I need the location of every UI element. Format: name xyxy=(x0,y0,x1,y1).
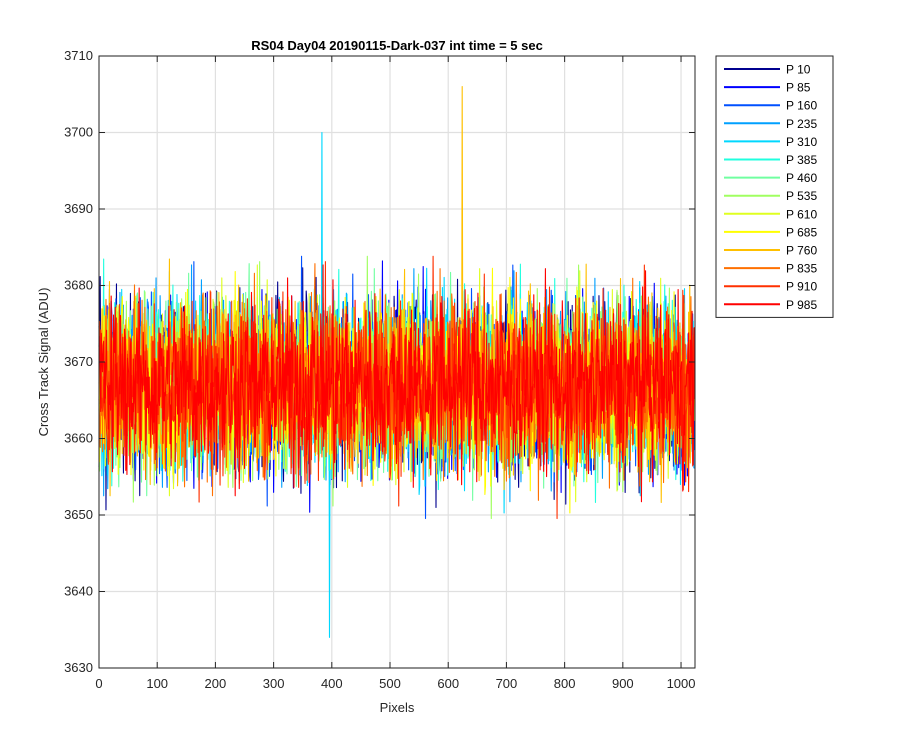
legend-label: P 235 xyxy=(786,117,817,131)
legend-label: P 310 xyxy=(786,135,817,149)
x-tick-label: 200 xyxy=(205,676,227,691)
y-tick-label: 3690 xyxy=(64,201,93,216)
legend-label: P 385 xyxy=(786,153,817,167)
plot-area xyxy=(98,86,695,638)
y-tick-label: 3670 xyxy=(64,354,93,369)
y-tick-label: 3630 xyxy=(64,660,93,675)
legend-label: P 85 xyxy=(786,81,811,95)
legend-box xyxy=(715,55,834,318)
legend: P 10 P 85 P 160 P 235 P 310 P 385 P 460 P 535 P … xyxy=(715,55,834,318)
x-tick-label: 100 xyxy=(146,676,168,691)
series-line-p985 xyxy=(98,264,695,503)
x-tick-label: 400 xyxy=(321,676,343,691)
y-tick-label: 3710 xyxy=(64,48,93,63)
x-tick-label: 0 xyxy=(95,676,102,691)
legend-label: P 910 xyxy=(786,280,817,294)
legend-label: P 535 xyxy=(786,189,817,203)
y-tick-label: 3640 xyxy=(64,584,93,599)
legend-label: P 160 xyxy=(786,99,817,113)
y-tick-label: 3650 xyxy=(64,507,93,522)
x-axis-label: Pixels xyxy=(380,700,415,715)
x-tick-label: 500 xyxy=(379,676,401,691)
legend-label: P 610 xyxy=(786,207,817,221)
x-tick-label: 1000 xyxy=(667,676,696,691)
y-tick-label: 3660 xyxy=(64,431,93,446)
y-tick-label: 3700 xyxy=(64,125,93,140)
legend-label: P 685 xyxy=(786,225,817,239)
x-tick-label: 600 xyxy=(437,676,459,691)
legend-label: P 460 xyxy=(786,171,817,185)
axis-ticks: 0 100 200 300 400 500 600 700 800 900 1000 3630 3640… xyxy=(64,48,695,691)
x-tick-label: 900 xyxy=(612,676,634,691)
x-tick-label: 700 xyxy=(496,676,518,691)
legend-label: P 835 xyxy=(786,262,817,276)
chart-title: RS04 Day04 20190115-Dark-037 int time = … xyxy=(251,38,543,53)
legend-label: P 985 xyxy=(786,298,817,312)
x-tick-label: 300 xyxy=(263,676,285,691)
legend-label: P 10 xyxy=(786,63,811,77)
x-tick-label: 800 xyxy=(554,676,576,691)
legend-label: P 760 xyxy=(786,244,817,258)
y-tick-label: 3680 xyxy=(64,278,93,293)
y-axis-label: Cross Track Signal (ADU) xyxy=(36,288,51,437)
